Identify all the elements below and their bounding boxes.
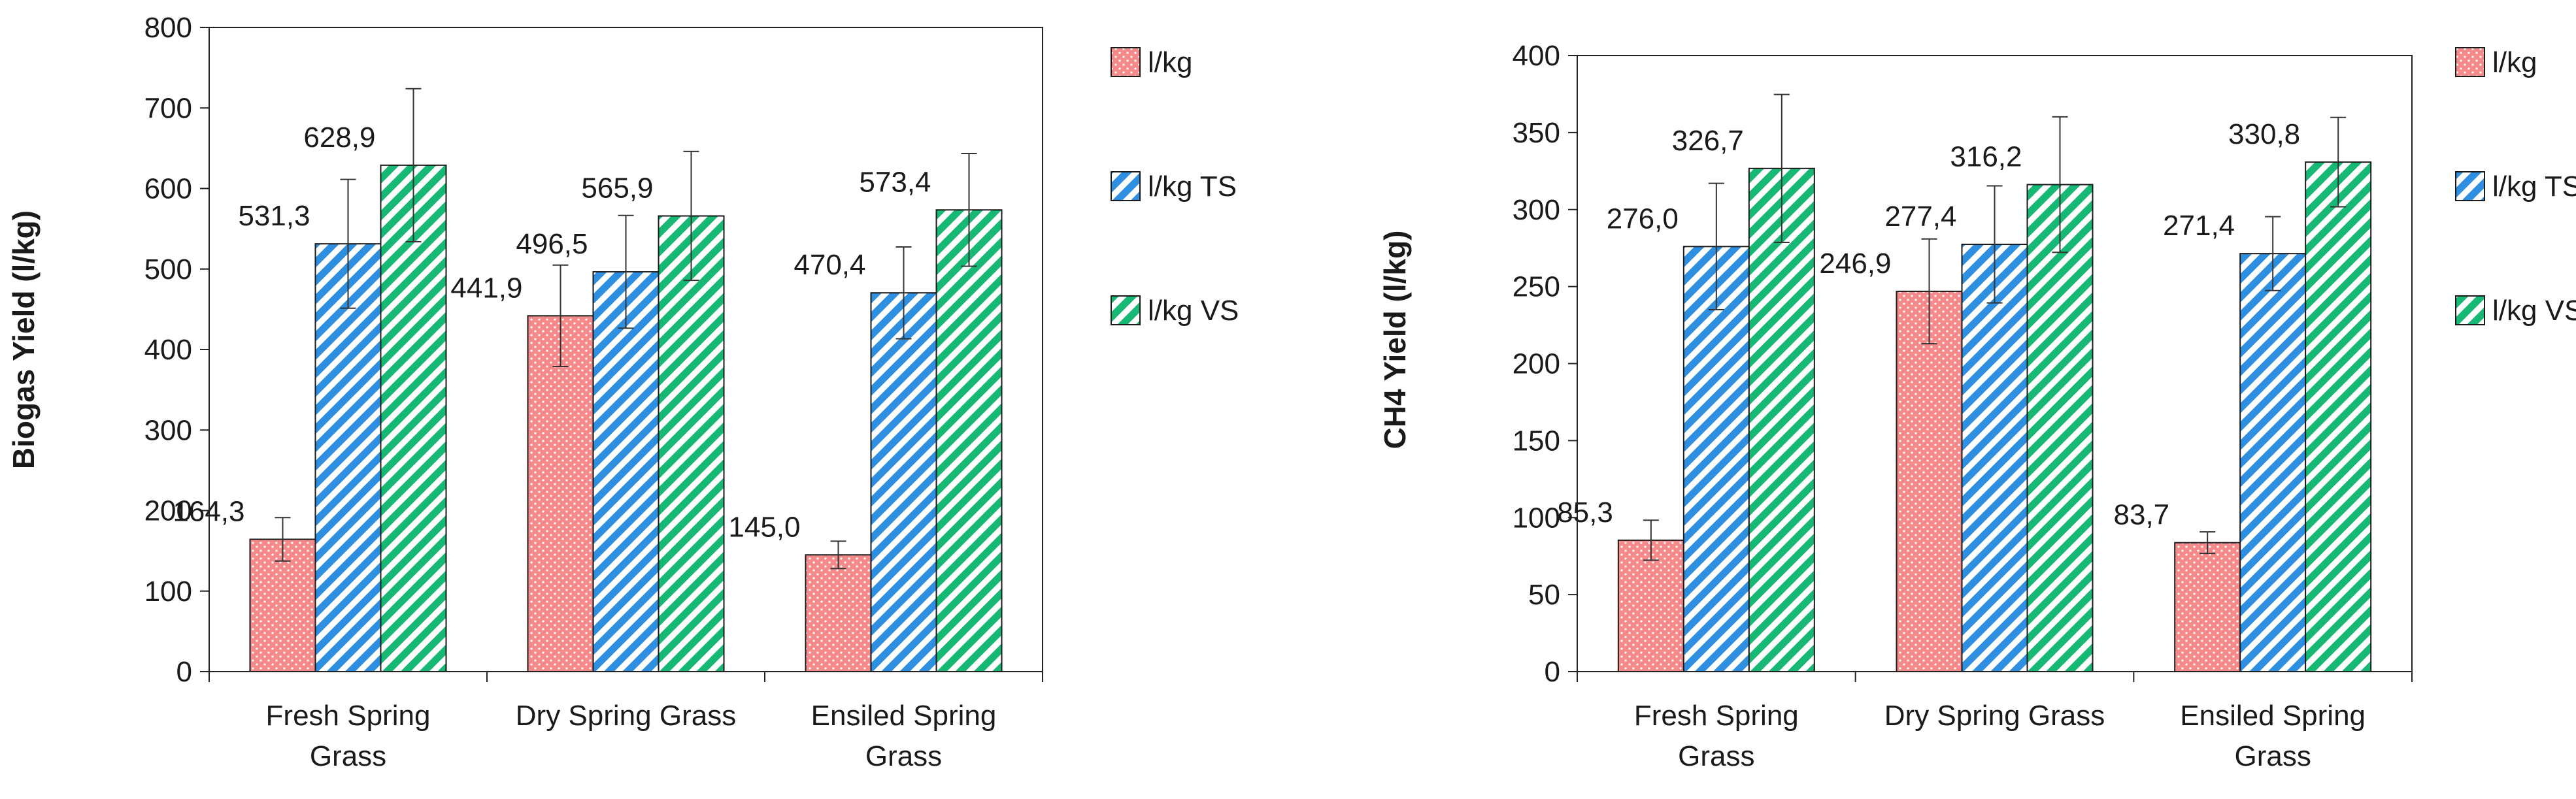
legend-swatch — [2455, 295, 2485, 325]
plot-frame — [1577, 55, 2413, 672]
legend: l/kg l/kg TS l/kg VS — [2455, 46, 2576, 327]
category-label: Fresh Spring — [1634, 700, 1799, 732]
legend-swatch — [2455, 171, 2485, 201]
plot-frame — [209, 27, 1043, 672]
legend-swatch — [1111, 295, 1141, 325]
legend-swatch — [1111, 47, 1141, 77]
legend-swatch — [2455, 47, 2485, 77]
y-tick-label: 200 — [144, 495, 192, 527]
y-tick-label: 350 — [1513, 117, 1560, 149]
bar — [2174, 542, 2241, 672]
bar — [592, 271, 660, 673]
bar — [1961, 244, 2028, 673]
legend-label: l/kg TS — [1148, 171, 1237, 203]
y-axis-title: CH4 Yield (l/kg) — [1378, 231, 1412, 449]
y-tick-label: 150 — [1513, 425, 1560, 457]
data-label: 85,3 — [1557, 497, 1613, 529]
legend-label: l/kg VS — [2492, 295, 2576, 327]
data-label: 276,0 — [1607, 203, 1679, 235]
category-label: Dry Spring Grass — [1884, 700, 2105, 732]
data-label: 565,9 — [581, 172, 653, 204]
legend-label: l/kg — [1148, 46, 1192, 78]
y-tick-label: 200 — [1513, 348, 1560, 380]
legend-swatch — [1111, 171, 1141, 201]
y-axis-title: Biogas Yield (l/kg) — [7, 210, 41, 469]
y-tick-label: 700 — [144, 92, 192, 124]
y-tick-label: 300 — [1513, 194, 1560, 226]
data-label: 496,5 — [516, 228, 588, 260]
y-tick-label: 100 — [144, 576, 192, 608]
y-tick-label: 0 — [176, 656, 192, 688]
data-label: 628,9 — [303, 122, 375, 154]
biogas-chart: Biogas Yield (l/kg) 0 100 200 300 400 500 600 7… — [7, 12, 1239, 772]
data-label: 531,3 — [238, 200, 310, 232]
data-label: 83,7 — [2114, 499, 2170, 531]
y-tick-label: 250 — [1513, 271, 1560, 303]
data-label: 277,4 — [1884, 201, 1956, 233]
category-label: Fresh Spring — [266, 700, 431, 732]
legend-label: l/kg TS — [2492, 171, 2576, 203]
y-tick-label: 0 — [1545, 656, 1560, 688]
y-ticks: 0 100 200 300 400 500 600 700 800 — [144, 12, 209, 688]
data-label: 246,9 — [1819, 248, 1891, 280]
category-label: Grass — [865, 740, 942, 772]
bars: 85,3 276,0 326,7 246,9 277,4 316,2 83,7 271,4 33… — [1557, 93, 2372, 673]
data-label: 573,4 — [859, 166, 931, 198]
data-label: 271,4 — [2163, 210, 2235, 242]
data-label: 470,4 — [794, 249, 865, 281]
bar — [2305, 161, 2372, 673]
y-tick-label: 50 — [1528, 579, 1560, 611]
bar — [658, 215, 725, 672]
y-tick-label: 300 — [144, 414, 192, 446]
category-labels: Fresh Spring Grass Dry Spring Grass Ensiled… — [1577, 672, 2413, 772]
bar — [1896, 290, 1963, 673]
data-label: 330,8 — [2228, 118, 2300, 150]
data-label: 145,0 — [728, 511, 800, 543]
y-tick-label: 100 — [1513, 502, 1560, 534]
bar — [2239, 253, 2307, 672]
category-label: Dry Spring Grass — [516, 700, 736, 732]
bar — [2026, 184, 2094, 673]
bar — [805, 554, 872, 672]
category-label: Ensiled Spring — [811, 700, 997, 732]
y-tick-label: 500 — [144, 253, 192, 285]
category-labels: Fresh Spring Grass Dry Spring Grass Ensiled… — [209, 672, 1043, 772]
legend-label: l/kg VS — [1148, 295, 1239, 327]
y-ticks: 0 50 100 150 200 250 300 350 400 — [1513, 40, 1577, 688]
bars: 164,3531,3628,9441,9496,5565,9145,0470,4… — [173, 88, 1003, 673]
bar — [1617, 539, 1684, 673]
data-label: 441,9 — [450, 272, 522, 304]
bar — [1682, 246, 1750, 672]
y-tick-label: 600 — [144, 173, 192, 205]
ch4-chart: CH4 Yield (l/kg) 0 50 100 150 200 250 300 350 40… — [1378, 40, 2576, 772]
legend-label: l/kg — [2492, 46, 2537, 78]
y-tick-label: 400 — [144, 334, 192, 366]
data-label: 326,7 — [1672, 125, 1744, 157]
legend: l/kg l/kg TS l/kg VS — [1111, 46, 1239, 327]
category-label: Grass — [310, 740, 386, 772]
category-label: Grass — [1678, 740, 1754, 772]
bar — [870, 292, 937, 672]
bar — [935, 209, 1003, 672]
bar — [1748, 167, 1815, 672]
bar — [527, 315, 594, 672]
data-label: 316,2 — [1950, 141, 2022, 173]
category-label: Grass — [2234, 740, 2311, 772]
y-tick-label: 800 — [144, 12, 192, 44]
category-label: Ensiled Spring — [2180, 700, 2366, 732]
y-tick-label: 400 — [1513, 40, 1560, 72]
